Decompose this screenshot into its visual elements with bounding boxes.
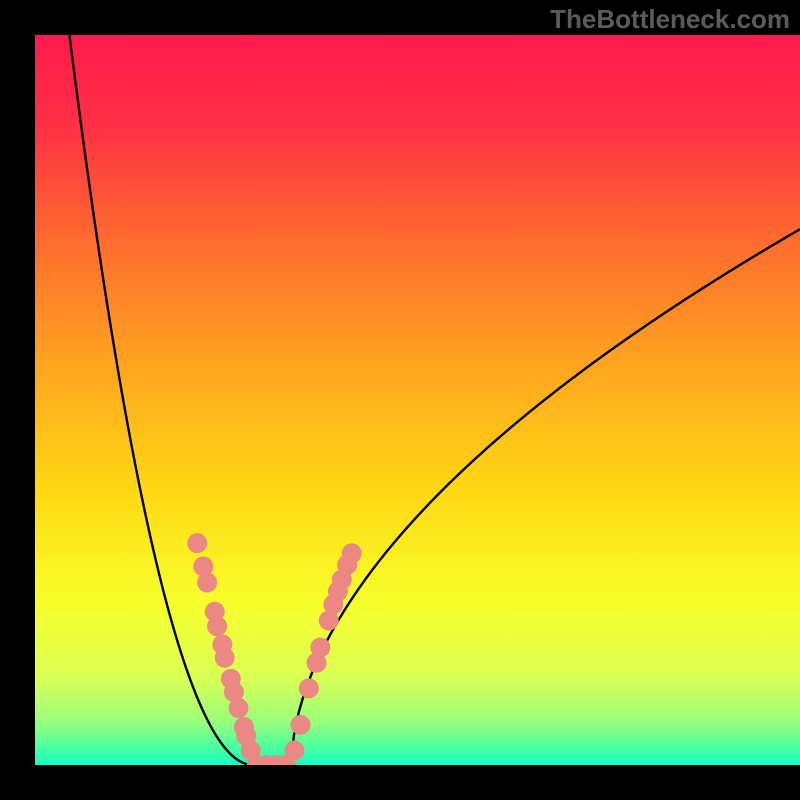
- data-marker: [228, 698, 248, 718]
- data-marker: [284, 740, 304, 760]
- data-marker: [299, 678, 319, 698]
- data-marker: [290, 715, 310, 735]
- watermark-text: TheBottleneck.com: [550, 4, 790, 35]
- plot-background: [35, 35, 800, 765]
- data-marker: [342, 543, 362, 563]
- data-marker: [197, 573, 217, 593]
- data-marker: [207, 616, 227, 636]
- data-marker: [215, 648, 235, 668]
- chart-root: TheBottleneck.com: [0, 0, 800, 800]
- data-marker: [310, 637, 330, 657]
- data-marker: [187, 533, 207, 553]
- chart-svg: [0, 0, 800, 800]
